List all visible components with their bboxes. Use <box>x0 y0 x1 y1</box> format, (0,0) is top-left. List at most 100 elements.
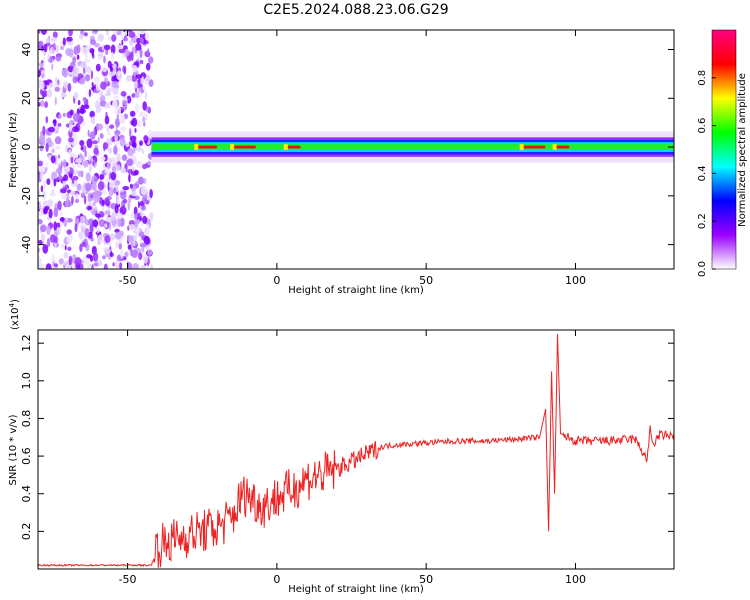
noise-speckle <box>66 229 72 235</box>
noise-speckle <box>118 49 126 54</box>
noise-speckle <box>98 219 105 227</box>
noise-speckle <box>125 75 133 82</box>
noise-speckle <box>51 253 55 263</box>
noise-speckle <box>124 251 129 258</box>
noise-speckle <box>82 160 89 168</box>
noise-speckle <box>45 143 49 152</box>
snr-y-multiplier: (x104) <box>8 299 21 330</box>
noise-speckle <box>110 171 117 181</box>
noise-speckle <box>49 55 52 64</box>
noise-speckle <box>51 148 55 153</box>
noise-speckle <box>145 62 151 71</box>
noise-speckle <box>90 116 96 125</box>
noise-speckle <box>53 263 59 268</box>
noise-speckle <box>56 222 61 228</box>
noise-speckle <box>132 240 136 247</box>
noise-speckle <box>84 228 90 238</box>
noise-speckle <box>114 261 121 267</box>
noise-speckle <box>72 112 80 123</box>
noise-speckle <box>91 49 94 57</box>
noise-speckle <box>115 117 120 128</box>
noise-speckle <box>56 157 59 167</box>
noise-speckle <box>43 43 48 53</box>
noise-speckle <box>68 255 73 266</box>
noise-speckle <box>122 100 128 106</box>
noise-speckle <box>91 182 97 191</box>
colorbar-tick-label: 0.0 <box>697 261 708 277</box>
noise-speckle <box>141 149 145 155</box>
noise-speckle <box>126 95 132 104</box>
noise-speckle <box>110 44 116 55</box>
noise-speckle <box>43 90 48 97</box>
noise-speckle <box>108 71 116 77</box>
noise-speckle <box>111 34 117 42</box>
noise-speckle <box>75 157 82 164</box>
snr-x-tick-label: 50 <box>419 573 433 586</box>
snr-x-axis-label: Height of straight line (km) <box>288 584 424 595</box>
noise-speckle <box>86 66 92 74</box>
noise-speckle <box>68 173 73 178</box>
noise-speckle <box>51 171 58 182</box>
noise-speckle <box>66 36 73 42</box>
noise-speckle <box>53 178 57 187</box>
noise-speckle <box>118 243 122 250</box>
noise-speckle <box>92 140 98 145</box>
noise-speckle <box>97 181 105 191</box>
noise-speckle <box>135 43 142 51</box>
noise-speckle <box>54 145 61 150</box>
spectrogram-ticks: -50 0 50 100 -40 -20 0 20 40 <box>20 30 674 287</box>
spectrogram-x-tick-label: 50 <box>419 274 433 287</box>
noise-speckle <box>83 32 88 37</box>
noise-speckle <box>40 81 45 90</box>
colorbar-label: Normalized spectral amplitude <box>737 73 748 227</box>
snr-y-axis-label: SNR (10 * v/v) <box>8 414 19 485</box>
noise-speckle <box>45 162 49 167</box>
noise-speckle <box>68 48 74 58</box>
noise-speckle <box>93 147 99 155</box>
noise-speckle <box>146 74 151 82</box>
noise-speckle <box>112 63 117 70</box>
noise-speckle <box>90 70 93 80</box>
noise-speckle <box>111 212 116 221</box>
noise-speckle <box>71 177 75 184</box>
noise-speckle <box>97 234 104 245</box>
spectrogram-y-tick-label: 40 <box>20 43 33 57</box>
noise-speckle <box>71 195 74 205</box>
noise-speckle <box>122 204 126 212</box>
noise-speckle <box>92 219 99 228</box>
noise-speckle <box>38 189 41 197</box>
noise-speckle <box>114 130 121 136</box>
snr-x-tick-label: 100 <box>565 573 586 586</box>
noise-speckle <box>107 35 112 42</box>
noise-speckle <box>79 243 83 252</box>
noise-speckle <box>69 120 74 125</box>
noise-speckle <box>149 211 154 221</box>
snr-y-tick-label: 0.2 <box>20 523 33 541</box>
spectrogram-marks <box>38 30 674 269</box>
noise-speckle <box>38 263 45 269</box>
snr-y-tick-label: 0.8 <box>20 410 33 428</box>
noise-speckle <box>120 31 124 39</box>
noise-speckle <box>67 246 72 251</box>
noise-speckle <box>147 160 152 166</box>
noise-speckle <box>120 167 127 174</box>
noise-speckle <box>82 68 86 75</box>
noise-speckle <box>101 66 108 73</box>
noise-speckle <box>108 182 114 189</box>
high-amplitude-segment <box>232 145 256 149</box>
noise-speckle <box>100 169 103 175</box>
noise-speckle <box>111 80 119 88</box>
colorbar-tick-label: 0.2 <box>697 213 708 229</box>
noise-speckle <box>79 140 85 146</box>
noise-speckle <box>101 204 105 213</box>
noise-speckle <box>126 235 134 243</box>
noise-speckle <box>73 91 79 101</box>
colorbar-tick-label: 0.6 <box>697 118 708 134</box>
noise-speckle <box>134 127 137 133</box>
snr-x-tick-label: -50 <box>119 573 137 586</box>
noise-speckle <box>123 113 128 120</box>
noise-speckle <box>114 105 122 116</box>
noise-speckle <box>93 177 99 183</box>
noise-speckle <box>67 83 72 92</box>
noise-speckle <box>133 169 139 176</box>
